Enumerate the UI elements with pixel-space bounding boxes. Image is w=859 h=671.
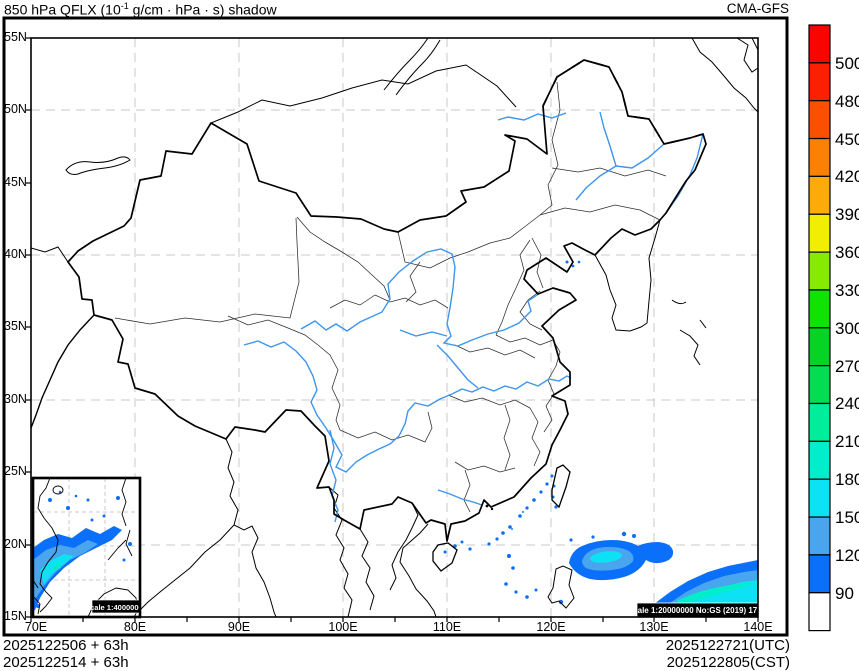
rivers (243, 59, 704, 523)
lat-label: 55N (4, 30, 27, 44)
lon-label: 110E (432, 620, 462, 634)
province-borders (114, 81, 667, 513)
lon-label: 70E (24, 620, 48, 634)
axis-ticks (26, 37, 759, 622)
colorbar-label: 90 (835, 584, 854, 603)
lon-label: 90E (227, 620, 251, 634)
lat-label: 25N (4, 464, 27, 478)
valid-time-utc: 2025122721(UTC) (665, 637, 790, 654)
lat-label: 45N (4, 175, 27, 189)
colorbar-label: 180 (835, 470, 859, 489)
colorbar-label: 450 (835, 130, 859, 149)
page-title: 850 hPa QFLX (10-1 g/cm · hPa · s) shado… (4, 1, 277, 18)
map-content: Scale 1:20000000 No:GS (2019) 1786 (31, 38, 767, 617)
lon-label: 120E (536, 620, 566, 634)
hongkong-dot (485, 504, 489, 508)
lat-label: 50N (4, 102, 27, 116)
colorbar-label: 150 (835, 508, 859, 527)
macau-dot (490, 507, 494, 511)
colorbar-label: 360 (835, 243, 859, 262)
main-scale-label: Scale 1:20000000 No:GS (2019) 1786 (628, 606, 767, 615)
colorbar-label: 420 (835, 167, 859, 186)
qflx-shading (443, 260, 758, 617)
lon-label: 140E (743, 620, 773, 634)
lat-label: 30N (4, 392, 27, 406)
model-label: CMA-GFS (726, 1, 789, 16)
colorbar-label: 270 (835, 357, 859, 376)
main-scale-box: Scale 1:20000000 No:GS (2019) 1786 (628, 602, 767, 617)
valid-times: 2025122721(UTC) 2025122805(CST) (666, 637, 790, 671)
colorbar (808, 24, 831, 632)
valid-time-cst: 2025122805(CST) (666, 654, 790, 671)
run-time-utc: 2025122506 + 63h (3, 637, 129, 654)
run-time-cst: 2025122514 + 63h (3, 654, 129, 671)
colorbar-label: 300 (835, 319, 859, 338)
colorbar-label: 390 (835, 205, 859, 224)
amur-border-dashes (542, 59, 704, 145)
china-border (67, 59, 707, 542)
colorbar-label: 480 (835, 92, 859, 111)
colorbar-label: 210 (835, 432, 859, 451)
inset-scale-box: Scale 1:40000000 (85, 599, 147, 614)
inset-scale-label: Scale 1:40000000 (85, 603, 147, 612)
colorbar-label: 500 (835, 54, 859, 73)
lat-label: 20N (4, 537, 27, 551)
inset-shading (33, 490, 132, 612)
colorbar-label: 240 (835, 394, 859, 413)
lon-label: 100E (328, 620, 358, 634)
lat-label: 35N (4, 319, 27, 333)
colorbar-label: 330 (835, 281, 859, 300)
inset-map: Scale 1:40000000 (31, 476, 147, 619)
lat-label: 40N (4, 247, 27, 261)
lon-label: 130E (639, 620, 669, 634)
colorbar-label: 120 (835, 546, 859, 565)
lat-label: 15N (4, 609, 27, 623)
run-times: 2025122506 + 63h 2025122514 + 63h (3, 637, 129, 671)
lon-label: 80E (123, 620, 147, 634)
outer-frame (2, 16, 789, 637)
